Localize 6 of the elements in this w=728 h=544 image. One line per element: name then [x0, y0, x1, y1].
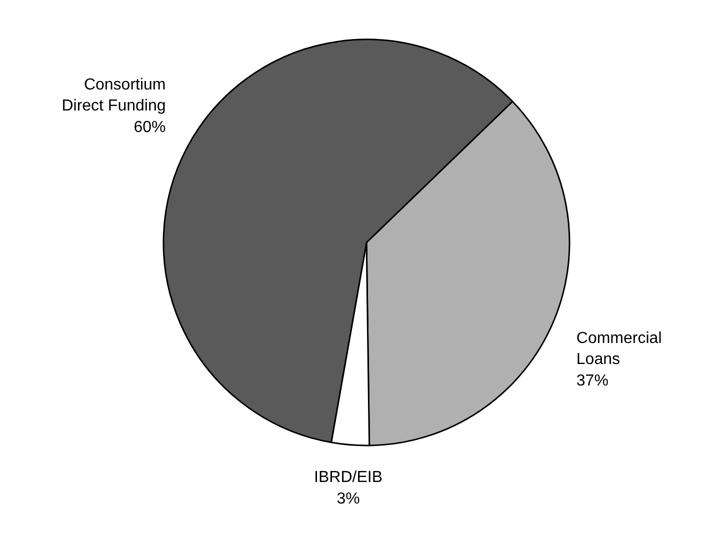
slice-label: Consortium Direct Funding: [62, 76, 166, 115]
data-label: 37%: [576, 372, 608, 390]
slice-label: Commercial Loans: [576, 330, 662, 368]
slice-label: IBRD/EIB: [314, 469, 383, 486]
data-label: 60%: [134, 118, 166, 136]
data-label: 3%: [336, 490, 360, 508]
